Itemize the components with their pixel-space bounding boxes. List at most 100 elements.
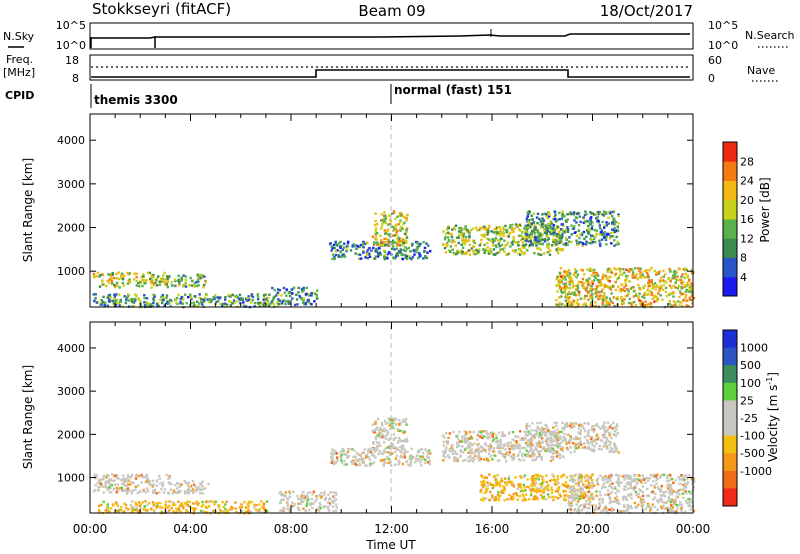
velocity-echo-cell: [625, 496, 628, 499]
power-echo-cell: [650, 291, 654, 294]
velocity-echo-cell: [526, 453, 529, 456]
velocity-echo-cell: [333, 452, 336, 455]
power-echo-cell: [564, 293, 568, 296]
power-echo-cell: [626, 294, 629, 297]
velocity-echo-cell: [327, 509, 331, 512]
velocity-echo-cell: [680, 503, 683, 506]
power-echo-cell: [448, 232, 451, 235]
velocity-echo-cell: [567, 503, 571, 507]
power-echo-cell: [198, 293, 201, 296]
velocity-echo-cell: [184, 511, 188, 514]
power-echo-cell: [446, 236, 450, 239]
velocity-echo-cell: [419, 461, 422, 464]
velocity-echo-cell: [583, 422, 586, 425]
power-echo-cell: [391, 242, 394, 245]
power-echo-cell: [411, 255, 415, 259]
velocity-echo-cell: [396, 428, 399, 431]
freq-label-1: Freq.: [6, 53, 33, 66]
velocity-echo-cell: [470, 444, 474, 447]
velocity-echo-cell: [549, 430, 552, 434]
power-echo-cell: [158, 283, 162, 286]
power-echo-cell: [541, 217, 544, 220]
velocity-echo-cell: [447, 436, 450, 439]
power-echo-cell: [564, 282, 567, 285]
power-echo-cell: [395, 244, 399, 247]
power-echo-cell: [644, 300, 647, 303]
velocity-echo-cell: [534, 458, 537, 461]
velocity-echo-cell: [169, 488, 173, 491]
power-echo-cell: [115, 277, 119, 280]
velocity-echo-cell: [661, 506, 664, 509]
power-echo-cell: [525, 239, 528, 243]
velocity-echo-cell: [340, 461, 344, 464]
power-echo-cell: [576, 273, 580, 276]
velocity-echo-cell: [539, 493, 543, 497]
velocity-echo-cell: [523, 446, 527, 450]
power-echo-cell: [302, 289, 305, 292]
power-echo-cell: [236, 300, 239, 303]
power-echo-cell: [687, 304, 690, 308]
velocity-echo-cell: [540, 486, 543, 489]
power-echo-cell: [114, 304, 118, 307]
power-echo-cell: [537, 247, 541, 250]
velocity-echo-cell: [571, 480, 575, 484]
velocity-echo-cell: [491, 486, 494, 490]
power-echo-cell: [460, 226, 463, 230]
power-echo-cell: [126, 282, 130, 285]
power-echo-cell: [152, 273, 155, 277]
power-echo-cell: [594, 288, 598, 291]
power-echo-cell: [507, 235, 510, 238]
power-echo-cell: [398, 244, 402, 247]
velocity-echo-cell: [332, 491, 335, 494]
velocity-echo-cell: [209, 500, 212, 503]
velocity-echo-cell: [577, 444, 580, 447]
power-echo-cell: [213, 294, 217, 297]
velocity-echo-cell: [230, 505, 233, 509]
power-echo-cell: [373, 257, 377, 260]
velocity-echo-cell: [571, 475, 574, 478]
velocity-echo-cell: [144, 481, 147, 484]
velocity-echo-cell: [633, 486, 637, 489]
velocity-echo-cell: [106, 510, 109, 513]
velocity-echo-cell: [666, 484, 669, 487]
velocity-echo-cell: [511, 438, 514, 441]
velocity-echo-cell: [549, 459, 553, 462]
velocity-echo-cell: [640, 481, 643, 484]
velocity-echo-cell: [603, 433, 606, 436]
power-echo-cell: [564, 284, 567, 288]
power-echo-cell: [558, 271, 562, 274]
power-echo-cell: [457, 227, 461, 230]
velocity-echo-cell: [374, 456, 377, 459]
power-echo-cell: [566, 230, 570, 233]
power-echo-cell: [216, 296, 219, 299]
power-echo-cell: [601, 303, 604, 306]
velocity-echo-cell: [535, 432, 539, 435]
velocity-echo-cell: [108, 479, 111, 483]
power-echo-cell: [609, 269, 613, 272]
velocity-echo-cell: [246, 503, 250, 506]
power-echo-cell: [258, 301, 262, 304]
power-echo-cell: [443, 238, 447, 241]
velocity-echo-cell: [526, 454, 529, 458]
power-echo-cell: [523, 251, 526, 254]
power-echo-cell: [600, 238, 604, 241]
power-echo-cell: [580, 268, 583, 272]
power-echo-cell: [640, 276, 643, 279]
velocity-echo-cell: [332, 496, 336, 499]
power-colorbar-tick: 16: [740, 213, 754, 226]
velocity-echo-cell: [544, 447, 547, 450]
power-echo-cell: [456, 236, 459, 239]
velocity-echo-cell: [134, 485, 137, 488]
velocity-echo-cell: [669, 506, 672, 509]
power-echo-cell: [565, 220, 568, 223]
power-echo-cell: [564, 278, 567, 281]
nsky-tick-bottom: 10^0: [56, 39, 86, 52]
power-echo-cell: [242, 301, 245, 304]
power-echo-cell: [471, 239, 475, 243]
velocity-colorbar-tick: -1000: [740, 465, 772, 478]
power-echo-cell: [418, 255, 421, 258]
power-echo-cell: [333, 242, 337, 245]
power-echo-cell: [603, 283, 606, 286]
power-echo-cell: [632, 295, 636, 298]
velocity-echo-cell: [178, 485, 182, 488]
